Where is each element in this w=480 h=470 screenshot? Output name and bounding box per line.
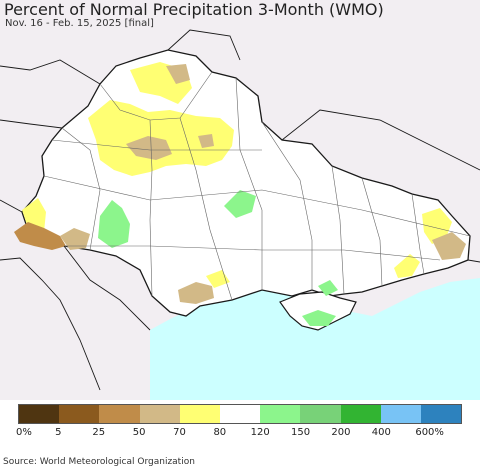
black-sea <box>150 278 480 400</box>
patch-150-200-west <box>98 200 130 248</box>
legend-swatch <box>380 405 421 423</box>
country-borders <box>0 29 480 391</box>
legend-swatch <box>139 405 180 423</box>
legend-swatch <box>99 405 140 423</box>
legend-swatch <box>219 405 261 423</box>
legend-tick-label: 0% <box>16 427 32 438</box>
legend-tick-label: 120 <box>250 427 270 438</box>
patch-70-80-central-north <box>88 100 234 176</box>
legend-swatch <box>19 405 60 423</box>
patch-50-70-south <box>178 282 214 304</box>
legend-tick-label: 50 <box>132 427 146 438</box>
legend-swatch <box>179 405 220 423</box>
legend-swatch <box>340 405 381 423</box>
legend-tick-label: 400 <box>371 427 391 438</box>
legend-swatch <box>59 405 100 423</box>
patch-150-200-crimea <box>302 310 336 326</box>
legend-tick-label: 150 <box>290 427 311 438</box>
legend-tick-label: 200 <box>331 427 351 438</box>
oblast-boundaries <box>43 71 471 301</box>
precip-patches <box>14 62 466 326</box>
legend-swatch <box>420 405 462 423</box>
color-legend <box>18 404 462 424</box>
legend-tick-label: 70 <box>173 427 186 438</box>
legend-ticks: 0% 5 25 50 70 80 120 150 200 400 600% <box>0 427 480 441</box>
legend-tick-label: 25 <box>92 427 106 438</box>
patch-50-70-east-small <box>198 134 214 148</box>
patch-50-70-north <box>166 64 190 84</box>
legend-tick-label: 600% <box>415 427 444 438</box>
legend-swatch <box>300 405 341 423</box>
patch-50-70-east <box>432 232 466 260</box>
legend-tick-label: 5 <box>55 427 62 438</box>
precipitation-map <box>0 0 480 400</box>
map-subtitle: Nov. 16 - Feb. 15, 2025 [final] <box>5 18 154 29</box>
patch-150-200-center <box>224 190 256 218</box>
legend-tick-label: 80 <box>213 427 227 438</box>
patch-25-50-southwest <box>14 222 66 250</box>
patch-70-80-southeast <box>394 254 420 278</box>
patch-50-70-southwest <box>60 228 90 250</box>
source-credit: Source: World Meteorological Organizatio… <box>3 457 195 467</box>
map-title: Percent of Normal Precipitation 3-Month … <box>4 0 384 19</box>
patch-50-70-central <box>126 136 172 160</box>
legend-swatch <box>260 405 301 423</box>
patch-150-200-azov <box>318 280 338 296</box>
